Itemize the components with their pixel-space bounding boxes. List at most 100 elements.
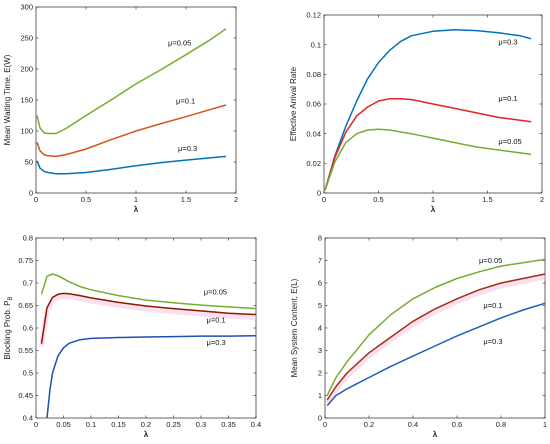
y-tick-label: 8	[318, 234, 322, 243]
series-line-1	[324, 29, 532, 191]
y-tick-label: 0.02	[306, 159, 321, 168]
plot-area	[35, 237, 257, 419]
y-tick-label: 0.08	[306, 70, 321, 79]
x-tick-label: 0.2	[141, 420, 151, 429]
series-line-2	[40, 292, 257, 344]
series-line-2	[326, 273, 546, 401]
y-tick-label: 0.65	[18, 301, 33, 310]
y-tick-label: 0.8	[23, 234, 33, 243]
y-tick-label: 6	[318, 279, 322, 288]
y-tick-label: 5	[318, 301, 322, 310]
x-tick-label: 1	[543, 420, 547, 429]
y-tick-label: 150	[20, 96, 33, 105]
series-label: μ=0.05	[479, 256, 502, 265]
y-axis-label: Mean System Content, E(L)	[290, 278, 299, 377]
y-tick-label: 0.12	[306, 11, 321, 20]
series-label: μ=0.1	[483, 301, 502, 310]
series-label: μ=0.05	[498, 137, 521, 146]
x-tick-label: 1	[134, 195, 138, 204]
x-tick-label: 0.2	[364, 420, 374, 429]
y-axis-label: Mean Waiting Time, E(W)	[3, 54, 12, 145]
y-tick-label: 0.06	[306, 100, 321, 109]
x-tick-label: 0.6	[452, 420, 462, 429]
y-tick-label: 0.75	[18, 256, 33, 265]
x-tick-label: 0.8	[496, 420, 506, 429]
y-tick-label: 250	[20, 34, 33, 43]
x-tick-label: 0.5	[81, 195, 91, 204]
series-line-1	[326, 258, 546, 396]
x-tick-label: 0.25	[166, 420, 181, 429]
series-line-3	[326, 302, 546, 407]
plot-area	[35, 6, 237, 194]
x-tick-label: 1	[431, 195, 435, 204]
x-tick-label: 0.05	[56, 420, 71, 429]
y-tick-label: 7	[318, 256, 322, 265]
series-label: μ=0.1	[498, 94, 517, 103]
y-tick-label: 0	[317, 189, 321, 198]
y-tick-label: 0.1	[311, 40, 321, 49]
series-label: μ=0.3	[498, 38, 517, 47]
y-tick-label: 3	[318, 346, 322, 355]
y-tick-label: 100	[20, 127, 33, 136]
x-tick-label: 0.15	[111, 420, 126, 429]
x-tick-label: 0.1	[86, 420, 96, 429]
x-tick-label: 1.5	[482, 195, 492, 204]
plot-area	[324, 237, 546, 419]
y-tick-label: 1	[318, 391, 322, 400]
x-axis-label: λ	[431, 205, 436, 214]
y-tick-label: 0.55	[18, 346, 33, 355]
series-line-3	[36, 155, 227, 175]
series-label: μ=0.3	[178, 144, 197, 153]
series-line-3	[46, 334, 257, 419]
series-line-2	[36, 104, 227, 158]
series-label: μ=0.1	[176, 97, 195, 106]
chart-panel-3: 0 0.05 0.1 0.15 0.2 0.25 0.3 0.35 0.4 0.4 0.45 0.5 0…	[3, 234, 261, 439]
x-tick-label: 0	[34, 195, 38, 204]
y-tick-label: 0.5	[23, 369, 33, 378]
y-tick-label: 0	[318, 414, 322, 423]
y-tick-label: 0	[29, 189, 33, 198]
y-tick-label: 0.6	[23, 324, 33, 333]
series-label: μ=0.05	[204, 287, 227, 296]
chart-panel-2: 0 0.5 1 1.5 2 0 0.02 0.04 0.06 0.08 0.1 0.12 λ Effect…	[289, 11, 544, 214]
background-trace	[39, 293, 257, 348]
y-tick-label: 200	[20, 65, 33, 74]
series-label: μ=0.3	[207, 338, 226, 347]
x-axis-label: λ	[433, 430, 438, 439]
series-line-3	[324, 128, 532, 191]
y-tick-label: 0.45	[18, 391, 33, 400]
series-label: μ=0.3	[483, 337, 502, 346]
x-tick-label: 0	[34, 420, 38, 429]
y-axis-label-subscript: B	[8, 296, 14, 300]
y-tick-label: 300	[20, 3, 33, 12]
x-tick-label: 2	[540, 195, 544, 204]
background-trace	[325, 274, 546, 405]
x-tick-label: 0.3	[196, 420, 206, 429]
y-tick-label: 0.7	[23, 279, 33, 288]
y-tick-label: 0.4	[23, 414, 33, 423]
y-axis-label: Blocking Prob. PB	[3, 296, 14, 359]
y-tick-label: 0.04	[306, 129, 321, 138]
x-axis-label: λ	[144, 430, 149, 439]
series-line-1	[40, 273, 257, 310]
series-line-1	[36, 28, 227, 135]
x-tick-label: 2	[234, 195, 238, 204]
y-tick-label: 50	[25, 158, 33, 167]
series-line-2	[324, 98, 532, 191]
series-label: μ=0.1	[207, 316, 226, 325]
chart-panel-1: 0 0.5 1 1.5 2 0 50 100 150 200 250 300 λ Mean Waiting…	[3, 3, 238, 214]
y-axis-label: Effective Arrival Rate	[289, 66, 298, 141]
x-tick-label: 0.5	[373, 195, 383, 204]
x-tick-label: 0.35	[221, 420, 236, 429]
x-tick-label: 0.4	[408, 420, 418, 429]
x-tick-label: 0	[322, 195, 326, 204]
y-tick-label: 4	[318, 324, 322, 333]
x-tick-label: 0.4	[251, 420, 261, 429]
chart-panel-4: 0 0.2 0.4 0.6 0.8 1 0 1 2 3 4 5 6 7 8 λ Mean System Cont…	[290, 234, 547, 439]
x-axis-label: λ	[134, 205, 139, 214]
x-tick-label: 0	[323, 420, 327, 429]
y-tick-label: 2	[318, 369, 322, 378]
series-label: μ=0.05	[168, 38, 191, 47]
x-tick-label: 1.5	[181, 195, 191, 204]
